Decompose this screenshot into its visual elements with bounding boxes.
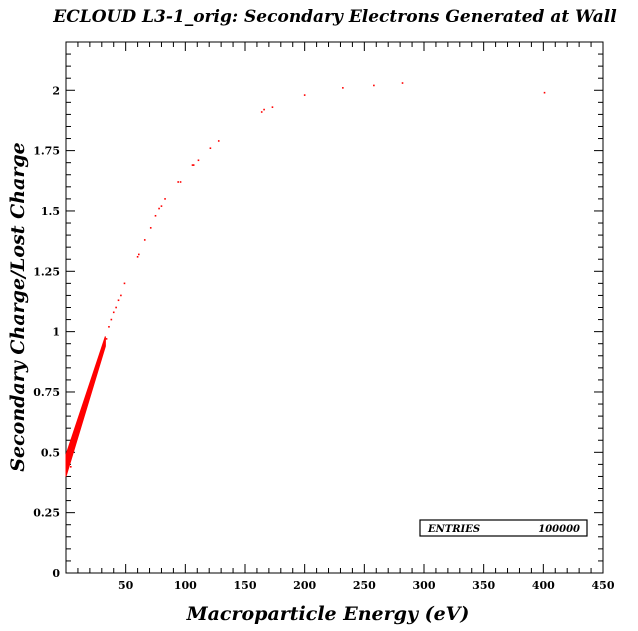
x-tick-label: 100	[174, 579, 197, 592]
y-tick-label: 1.5	[41, 205, 60, 218]
scatter-point	[112, 311, 115, 314]
scatter-point	[158, 207, 160, 210]
stats-entries-value: 100000	[538, 524, 580, 535]
scatter-point	[303, 94, 306, 96]
x-tick-label: 150	[234, 579, 257, 592]
y-tick-label: 0	[52, 567, 60, 580]
scatter-point	[209, 147, 212, 149]
plot-frame	[65, 41, 604, 574]
scatter-point	[66, 466, 68, 468]
chart-title: ECLOUD L3-1_orig: Secondary Electrons Ge…	[52, 7, 617, 27]
x-tick-label: 250	[353, 579, 376, 592]
x-tick-label: 200	[293, 579, 316, 592]
y-tick-label: 1.25	[33, 265, 60, 278]
axis-ticks	[65, 41, 604, 574]
scatter-point	[115, 306, 117, 309]
dense-band-area	[65, 336, 106, 477]
x-axis-label: Macroparticle Energy (eV)	[186, 603, 470, 625]
scatter-point	[401, 82, 404, 84]
scatter-point	[179, 181, 182, 183]
x-tick-label: 450	[592, 579, 615, 592]
scatter-point	[160, 205, 163, 207]
dense-band	[65, 336, 106, 477]
scatter-point	[192, 164, 195, 166]
scatter-point	[197, 159, 200, 162]
x-tick-label: 400	[532, 579, 555, 592]
scatter-point	[123, 282, 126, 285]
stats-entries-label: ENTRIES	[427, 524, 480, 535]
y-tick-label: 1	[52, 326, 60, 339]
y-tick-label: 1.75	[33, 145, 60, 158]
stats-box-frame	[419, 519, 588, 537]
scatter-point	[154, 214, 157, 217]
scatter-point	[263, 108, 265, 111]
scatter-point	[177, 181, 179, 183]
x-tick-label: 300	[413, 579, 436, 592]
scatter-point	[105, 338, 108, 340]
y-axis-label: Secondary Charge/Lost Charge	[7, 142, 29, 471]
scatter-point	[120, 294, 122, 297]
x-tick-label: 50	[118, 579, 134, 592]
stats-box: ENTRIES 100000	[419, 519, 588, 537]
scatter-point	[117, 299, 120, 302]
scatter-point	[543, 91, 546, 94]
y-tick-label: 2	[52, 84, 60, 97]
y-tick-label: 0.5	[41, 446, 60, 459]
scatter-point	[164, 198, 166, 200]
y-tick-label: 0.25	[33, 507, 60, 520]
scatter-point	[137, 253, 140, 256]
scatter-point	[271, 106, 274, 108]
scatter-point	[110, 318, 113, 321]
scatter-point	[217, 140, 220, 142]
x-tick-label: 350	[472, 579, 495, 592]
scatter-point	[191, 164, 194, 166]
scatter-point	[373, 84, 375, 87]
x-tick-labels: 50 100 150 200 250 300 350 400 450	[118, 579, 615, 592]
scatter-point	[342, 87, 344, 89]
y-tick-labels: 0 0.25 0.5 0.75 1 1.25 1.5 1.75 2	[33, 84, 60, 580]
scatter-point	[260, 111, 263, 113]
scatter-point	[69, 466, 72, 468]
scatter-point	[108, 326, 110, 328]
scatter-point	[149, 227, 152, 229]
y-tick-label: 0.75	[33, 386, 60, 399]
scatter-point	[136, 256, 139, 258]
scatter-point	[143, 239, 146, 241]
scatter-points	[66, 82, 546, 468]
